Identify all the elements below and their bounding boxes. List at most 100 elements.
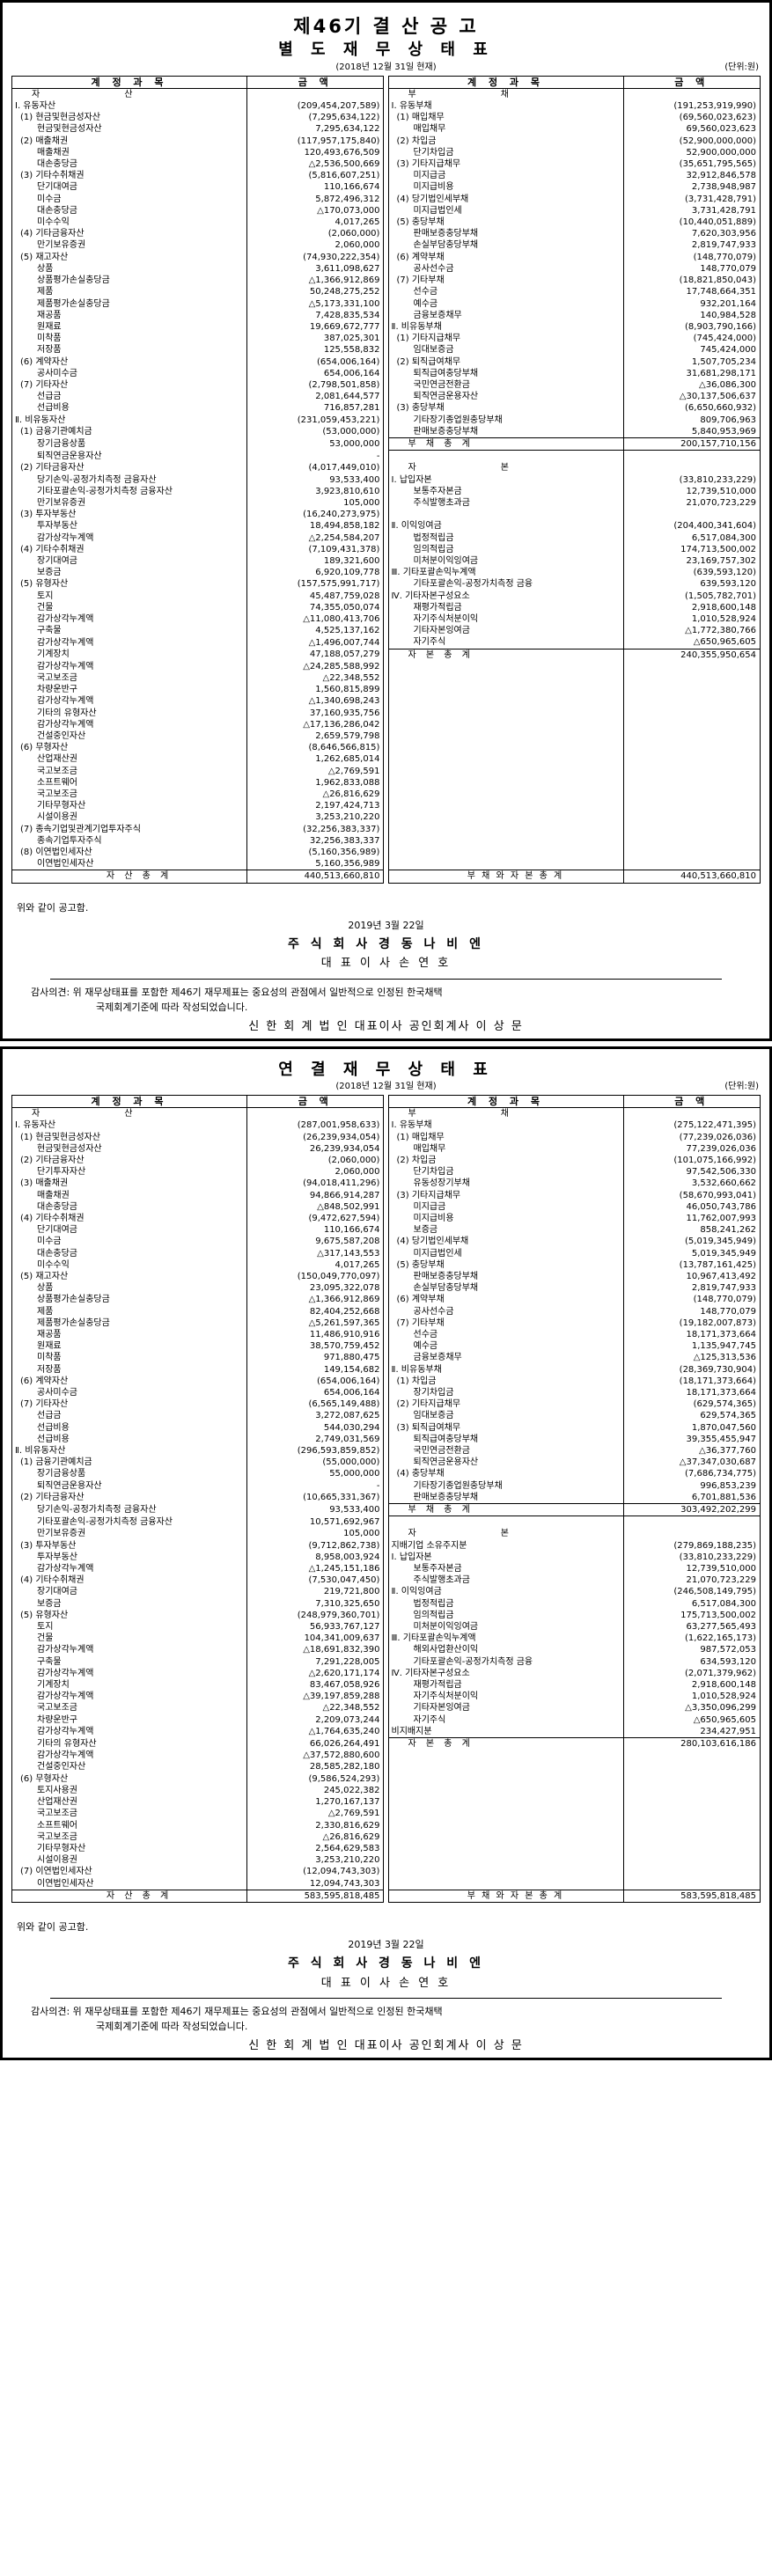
- asset-account: 감가상각누계액: [11, 1644, 247, 1656]
- asset-amount: △1,340,698,243: [246, 695, 385, 708]
- liability-equity-account: Ⅰ. 유동부채: [387, 100, 624, 113]
- table-row: 기계장치 47,188,057,279 자 본 총 계 240,355,950,654: [11, 648, 761, 661]
- asset-amount: 38,570,759,452: [246, 1340, 385, 1353]
- liability-equity-account: 보통주자본금: [387, 485, 624, 497]
- section-label: 자: [32, 89, 40, 99]
- table-row: 미수금 9,675,587,208 (4) 당기법인세부채 (5,019,345,94…: [11, 1236, 761, 1248]
- grand-total-assets-amount: 583,595,818,485: [246, 1889, 385, 1903]
- table-row: (1) 금융기관예치금 (53,000,000) 판매보증충당부채 5,840,953…: [11, 425, 761, 438]
- asset-amount: (7,530,047,450): [246, 1574, 385, 1587]
- asset-amount: (5,160,356,989): [246, 847, 385, 859]
- liability-equity-amount: 175,713,500,002: [622, 1609, 761, 1622]
- asset-amount: (248,979,360,701): [246, 1609, 385, 1622]
- asset-account: 토지: [11, 590, 247, 602]
- table-row: (3) 투자부동산 (16,240,273,975): [11, 509, 761, 521]
- liability-equity-account: 미지급법인세: [387, 204, 624, 217]
- asset-amount: △2,620,171,174: [246, 1667, 385, 1680]
- liability-equity-account: 장기차입금: [387, 1386, 624, 1399]
- asset-amount: (9,586,524,293): [246, 1772, 385, 1785]
- asset-amount: △24,285,588,992: [246, 660, 385, 672]
- asset-account: 소프트웨어: [11, 776, 247, 789]
- asset-amount: △170,073,000: [246, 204, 385, 217]
- asset-amount: (231,059,453,221): [246, 414, 385, 426]
- asset-amount: 66,026,264,491: [246, 1737, 385, 1750]
- table-row: 국고보조금 △22,348,552: [11, 672, 761, 685]
- asset-account: (7) 종속기업및관계기업투자주식: [11, 823, 247, 835]
- asset-account: (6) 무형자산: [11, 1772, 247, 1785]
- asset-account: 종속기업투자주식: [11, 834, 247, 848]
- asset-account: 제품평가손실충당금: [11, 1317, 247, 1329]
- liability-equity-amount: [622, 823, 761, 835]
- liability-equity-account: (1) 매입채무: [387, 1131, 624, 1143]
- liability-equity-amount: 5,019,345,949: [622, 1247, 761, 1259]
- table-row: 감가상각누계액 △18,691,832,390 해외사업환산이익 987,572,05…: [11, 1644, 761, 1656]
- asset-account: 선급비용: [11, 1421, 247, 1434]
- asset-amount: 19,669,672,777: [246, 320, 385, 334]
- asset-account: 감가상각누계액: [11, 660, 247, 672]
- table-row: 선급비용 544,030,294 (3) 퇴직급여채무 1,870,047,560: [11, 1421, 761, 1434]
- table-row: 상품 3,611,098,627 공사선수금 148,770,079: [11, 262, 761, 275]
- header-amount-left: 금 액: [246, 75, 385, 89]
- asset-account: (4) 기타금융자산: [11, 228, 247, 240]
- table-row: (4) 기타금융자산 (2,060,000) 판매보증충당부채 7,620,303,9…: [11, 228, 761, 240]
- table-row: (5) 유형자산 (248,979,360,701) 임의적립금 175,713,50…: [11, 1609, 761, 1622]
- asset-amount: △2,536,500,669: [246, 158, 385, 171]
- asset-account: (7) 이연법인세자산: [11, 1866, 247, 1878]
- table-row: (4) 기타수취채권 (7,109,431,378) 임의적립금 174,713,50…: [11, 543, 761, 555]
- asset-amount: 50,248,275,252: [246, 286, 385, 298]
- asset-amount: 104,341,009,637: [246, 1633, 385, 1645]
- table-row: (7) 종속기업및관계기업투자주식 (32,256,383,337): [11, 823, 761, 835]
- liability-equity-account: 법정적립금: [387, 1597, 624, 1610]
- liability-equity-account: (3) 기타지급채무: [387, 158, 624, 171]
- liability-equity-amount: [622, 684, 761, 696]
- liability-equity-account: [387, 695, 624, 708]
- liability-equity-amount: (58,670,993,041): [622, 1189, 761, 1201]
- asset-account: 토지: [11, 1621, 247, 1633]
- table-row: 대손충당금 △317,143,553 미지급법인세 5,019,345,949: [11, 1247, 761, 1259]
- table-row: 상품 23,095,322,078 손실부담충당부채 2,819,747,933: [11, 1282, 761, 1295]
- liability-equity-amount: (1,505,782,701): [622, 590, 761, 602]
- asset-account: 기타의 유형자산: [11, 1737, 247, 1750]
- liability-equity-account: 자기주식처분이익: [387, 613, 624, 626]
- table-row: 기타의 유형자산 66,026,264,491 자 본 총 계 280,103,616…: [11, 1737, 761, 1750]
- table-row: (2) 기타금융자산 (4,017,449,010) 자 본: [11, 462, 761, 474]
- liability-equity-account: [387, 1772, 624, 1785]
- table-row: (5) 재고자산 (74,930,222,354) (6) 계약부채 (148,770…: [11, 251, 761, 263]
- liability-equity-amount: 2,819,747,933: [622, 239, 761, 252]
- asset-account: 재공품: [11, 309, 247, 321]
- asset-account: 미착품: [11, 333, 247, 345]
- table-row: 감가상각누계액 △1,764,635,240 비지배지분 234,427,951: [11, 1725, 761, 1738]
- asset-account: 감가상각누계액: [11, 718, 247, 731]
- asset-account: (3) 투자부동산: [11, 509, 247, 521]
- table-row: 제품 82,404,252,668 공사선수금 148,770,079: [11, 1305, 761, 1317]
- asset-amount: 120,493,676,509: [246, 146, 385, 159]
- liability-equity-total-amount: 303,492,202,299: [622, 1503, 761, 1516]
- liability-equity-account: (6) 계약부채: [387, 1294, 624, 1306]
- asset-amount: (16,240,273,975): [246, 509, 385, 521]
- asset-account: 원재료: [11, 1340, 247, 1353]
- table-header-row: 계 정 과 목 금 액 계 정 과 목 금 액: [11, 75, 761, 89]
- liability-equity-amount: 634,593,120: [622, 1655, 761, 1668]
- asset-account: 장기금융상품: [11, 437, 247, 451]
- liability-equity-amount: [622, 1842, 761, 1855]
- liability-equity-amount: (1,622,165,173): [622, 1633, 761, 1645]
- liability-equity-account: 미지급금: [387, 170, 624, 182]
- liability-equity-amount: 39,355,455,947: [622, 1433, 761, 1445]
- asset-account: 장기대여금: [11, 1586, 247, 1598]
- liability-equity-amount: (33,810,233,229): [622, 473, 761, 486]
- liability-equity-account: 국민연금전환금: [387, 1445, 624, 1457]
- liability-equity-amount: 629,574,365: [622, 1410, 761, 1422]
- liability-equity-amount: [622, 462, 761, 474]
- liability-equity-account: (7) 기타부채: [387, 1317, 624, 1329]
- asset-amount: △1,496,007,744: [246, 636, 385, 650]
- liability-equity-account: 국민연금전환금: [387, 378, 624, 392]
- section-label: 자: [32, 1109, 40, 1119]
- asset-amount: 4,525,137,162: [246, 625, 385, 637]
- asset-amount: 3,611,098,627: [246, 262, 385, 275]
- liability-equity-account: 주식발행초과금: [387, 1574, 624, 1587]
- asset-account: 국고보조금: [11, 1808, 247, 1820]
- liability-equity-account: (5) 충당부채: [387, 217, 624, 229]
- liability-equity-amount: 3,532,660,662: [622, 1178, 761, 1190]
- table-row: 기타의 유형자산 37,160,935,756: [11, 707, 761, 719]
